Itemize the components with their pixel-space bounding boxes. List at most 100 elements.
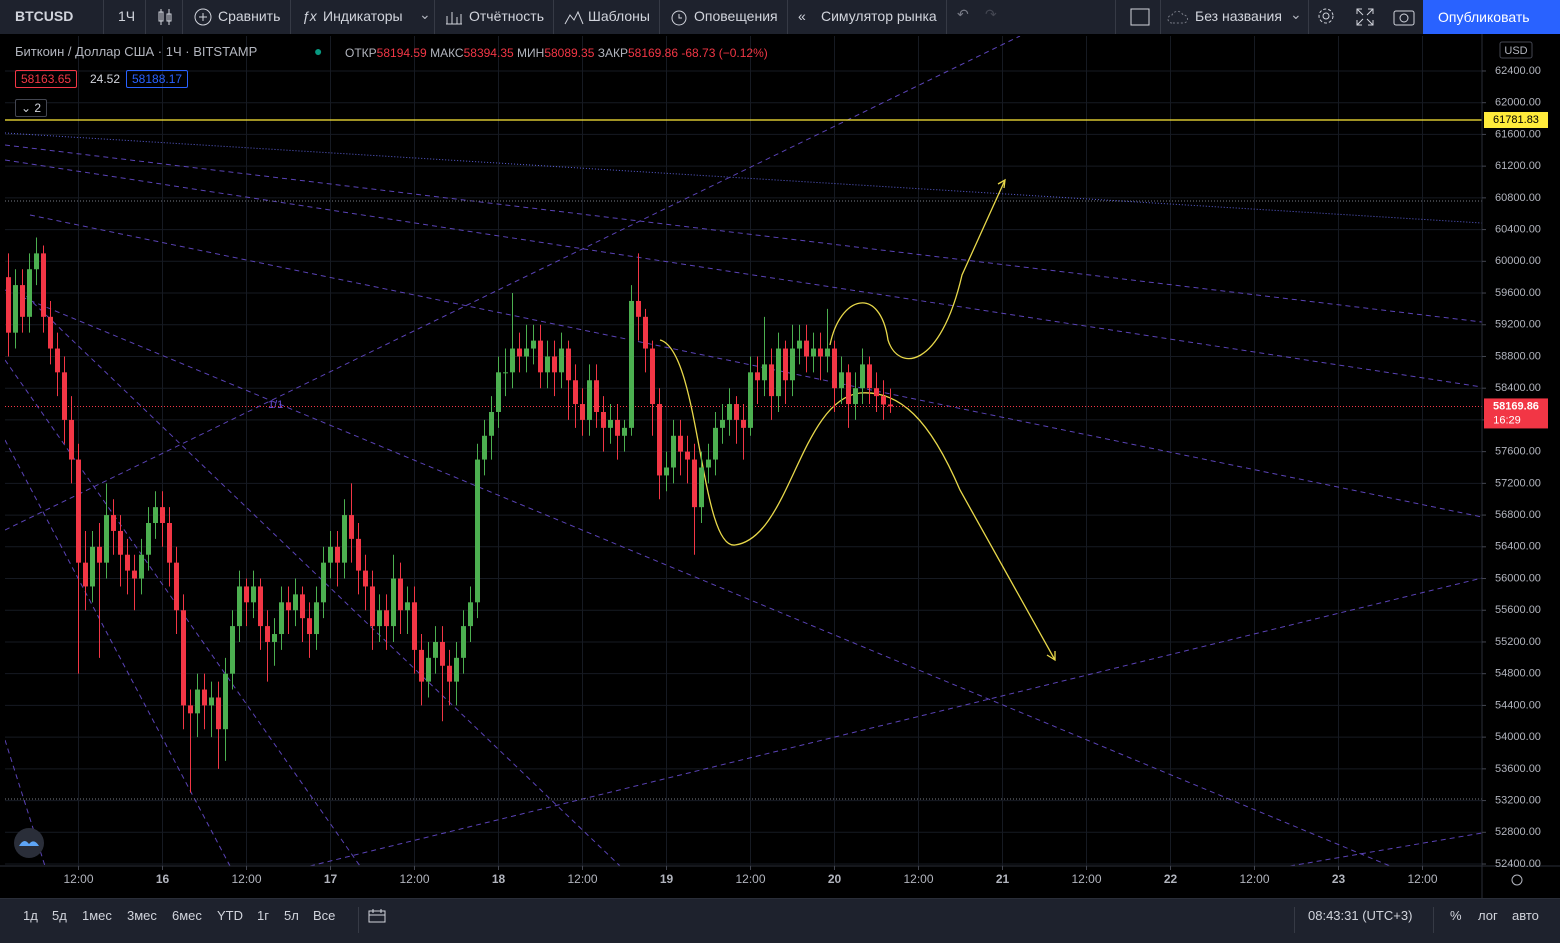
y-tick-label: 62000.00 bbox=[1495, 97, 1541, 109]
candle-body bbox=[531, 340, 536, 349]
x-tick-label: 19 bbox=[660, 872, 674, 886]
change-percent: (−0.12%) bbox=[718, 46, 768, 60]
candle-body bbox=[881, 396, 886, 405]
candle-body bbox=[55, 348, 60, 373]
forecast-curve-up bbox=[829, 179, 1006, 360]
candle-body bbox=[426, 657, 431, 682]
candle-body bbox=[307, 618, 312, 635]
candle-body bbox=[349, 515, 354, 539]
x-tick-label: 12:00 bbox=[1407, 872, 1437, 886]
candle-body bbox=[160, 507, 165, 524]
range-button[interactable]: 1мес bbox=[82, 908, 112, 923]
percent-toggle[interactable]: % bbox=[1450, 908, 1462, 923]
grid bbox=[5, 36, 1482, 866]
layout-name[interactable]: Без названия bbox=[1195, 8, 1282, 24]
candle-body bbox=[34, 253, 39, 270]
candle-body bbox=[293, 594, 298, 611]
axis-settings[interactable] bbox=[1511, 874, 1523, 886]
candle-body bbox=[237, 586, 242, 627]
templates-button[interactable]: Шаблоны bbox=[588, 8, 650, 24]
log-toggle[interactable]: лог bbox=[1478, 908, 1498, 923]
compare-icon[interactable] bbox=[193, 7, 213, 27]
x-tick-label: 12:00 bbox=[231, 872, 261, 886]
range-button[interactable]: 6мес bbox=[172, 908, 202, 923]
x-tick-label: 12:00 bbox=[1071, 872, 1101, 886]
candle-body bbox=[230, 626, 235, 674]
undo[interactable]: ↶ bbox=[957, 6, 969, 22]
candle-body bbox=[643, 316, 648, 349]
separator bbox=[103, 0, 104, 34]
candle-body bbox=[195, 689, 200, 714]
candle-body bbox=[391, 578, 396, 627]
financials-icon bbox=[446, 12, 462, 25]
candle-body bbox=[671, 435, 676, 468]
separator bbox=[182, 0, 183, 34]
currency-box bbox=[1499, 41, 1533, 59]
range-button[interactable]: YTD bbox=[217, 908, 243, 923]
financials-button[interactable]: Отчётность bbox=[469, 8, 545, 24]
range-button[interactable]: 3мес bbox=[127, 908, 157, 923]
logo[interactable] bbox=[14, 828, 44, 858]
fullscreen-icon[interactable] bbox=[1355, 7, 1375, 27]
candle-body bbox=[650, 348, 655, 405]
collapsed-indicators[interactable]: ⌄ 2 bbox=[15, 99, 48, 117]
snapshot-icon[interactable] bbox=[1393, 7, 1415, 27]
candle-body bbox=[202, 689, 207, 706]
candle-body bbox=[552, 356, 557, 373]
candle-body bbox=[685, 451, 690, 460]
indicators-button[interactable]: Индикаторы bbox=[323, 8, 403, 24]
bid: 58163.65 bbox=[15, 70, 78, 88]
candle-body bbox=[566, 348, 571, 381]
candle-body bbox=[377, 610, 382, 627]
range-button[interactable]: 1г bbox=[257, 908, 269, 923]
candle-body bbox=[251, 586, 256, 603]
symbol[interactable]: BTCUSD bbox=[15, 8, 74, 24]
candle-body bbox=[440, 641, 445, 666]
trend-line bbox=[1289, 832, 1482, 866]
last-price-label-bg bbox=[1484, 398, 1548, 429]
redo[interactable]: ↷ bbox=[985, 6, 997, 22]
interval[interactable]: 1Ч bbox=[118, 8, 136, 24]
candle-body bbox=[279, 602, 284, 635]
compare-button[interactable]: Сравнить bbox=[218, 8, 281, 24]
candle-body bbox=[755, 372, 760, 381]
candle-body bbox=[622, 427, 627, 436]
candle-body bbox=[678, 435, 683, 452]
range-button[interactable]: 5д bbox=[52, 908, 67, 923]
publish-button-bg[interactable] bbox=[1423, 0, 1560, 34]
settings-icon[interactable] bbox=[1316, 6, 1336, 26]
publish-button[interactable]: Опубликовать bbox=[1438, 9, 1530, 25]
trend-line bbox=[5, 144, 1482, 323]
candle-body bbox=[860, 364, 865, 389]
range-button[interactable]: 5л bbox=[284, 908, 299, 923]
auto-toggle[interactable]: авто bbox=[1512, 908, 1539, 923]
y-tick-label: 60800.00 bbox=[1495, 192, 1541, 204]
x-tick-label: 21 bbox=[996, 872, 1010, 886]
candle-body bbox=[300, 594, 305, 619]
range-button[interactable]: Все bbox=[313, 908, 336, 923]
layout-dropdown[interactable]: ⌄ bbox=[1290, 6, 1302, 22]
candle-body bbox=[167, 523, 172, 563]
candle-body bbox=[573, 380, 578, 405]
replay-button[interactable]: Симулятор рынка bbox=[821, 8, 937, 24]
separator bbox=[1115, 0, 1116, 34]
trend-line-dotted bbox=[5, 132, 1482, 224]
chart-type-icon[interactable] bbox=[157, 8, 173, 26]
candle-body bbox=[692, 459, 697, 508]
indicators-dropdown[interactable]: ⌄ bbox=[419, 6, 431, 22]
candle-body bbox=[97, 546, 102, 563]
range-button[interactable]: 1д bbox=[23, 908, 38, 923]
x-tick-label: 12:00 bbox=[903, 872, 933, 886]
clock[interactable]: 08:43:31 (UTC+3) bbox=[1308, 908, 1413, 923]
x-tick-label: 12:00 bbox=[399, 872, 429, 886]
candle-body bbox=[223, 673, 228, 730]
trend-line bbox=[29, 214, 1482, 518]
alerts-button[interactable]: Оповещения bbox=[694, 8, 778, 24]
y-tick-label: 54000.00 bbox=[1495, 731, 1541, 743]
candle-body bbox=[580, 404, 585, 420]
layout-icon[interactable] bbox=[1130, 8, 1150, 26]
y-tick-label: 55200.00 bbox=[1495, 636, 1541, 648]
date-range-icon[interactable] bbox=[368, 908, 386, 924]
separator bbox=[290, 0, 291, 34]
